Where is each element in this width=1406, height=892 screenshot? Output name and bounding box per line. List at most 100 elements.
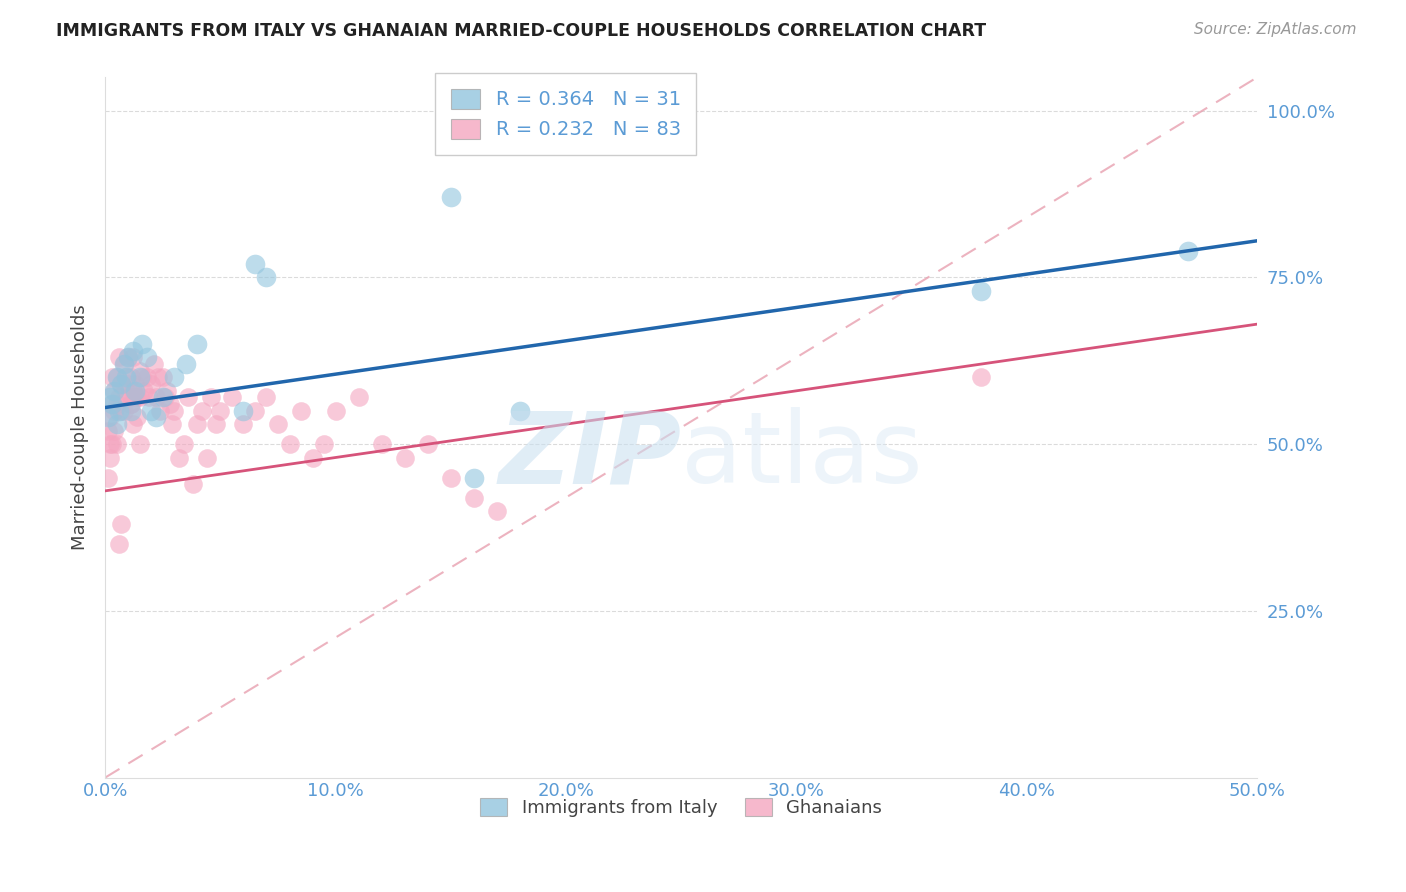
- Text: Source: ZipAtlas.com: Source: ZipAtlas.com: [1194, 22, 1357, 37]
- Point: [200, 391, 222, 405]
- Point: [128, 364, 150, 378]
- Point: [509, 404, 531, 418]
- Point: [416, 437, 439, 451]
- Point: [148, 370, 170, 384]
- Point: [135, 370, 157, 384]
- Point: [131, 370, 153, 384]
- Legend: Immigrants from Italy, Ghanaians: Immigrants from Italy, Ghanaians: [472, 790, 889, 824]
- Point: [117, 391, 139, 405]
- Point: [243, 404, 266, 418]
- Point: [101, 397, 124, 411]
- Point: [145, 410, 167, 425]
- Point: [108, 391, 131, 405]
- Point: [108, 537, 131, 551]
- Point: [96, 410, 118, 425]
- Point: [149, 404, 172, 418]
- Point: [120, 397, 142, 411]
- Point: [312, 437, 335, 451]
- Point: [105, 437, 128, 451]
- Point: [131, 337, 153, 351]
- Point: [440, 190, 463, 204]
- Point: [103, 384, 125, 398]
- Point: [98, 450, 121, 465]
- Point: [124, 391, 146, 405]
- Point: [347, 391, 370, 405]
- Point: [103, 384, 125, 398]
- Point: [128, 370, 150, 384]
- Point: [112, 404, 135, 418]
- Point: [124, 377, 146, 392]
- Point: [152, 370, 174, 384]
- Point: [195, 450, 218, 465]
- Point: [256, 270, 278, 285]
- Point: [121, 384, 143, 398]
- Point: [120, 370, 142, 384]
- Point: [103, 404, 125, 418]
- Point: [101, 397, 124, 411]
- Point: [173, 437, 195, 451]
- Point: [135, 351, 157, 365]
- Point: [108, 351, 131, 365]
- Point: [105, 370, 128, 384]
- Point: [440, 470, 463, 484]
- Point: [138, 391, 160, 405]
- Y-axis label: Married-couple Households: Married-couple Households: [72, 305, 89, 550]
- Point: [134, 384, 156, 398]
- Point: [1177, 244, 1199, 258]
- Point: [115, 370, 138, 384]
- Point: [98, 437, 121, 451]
- Point: [159, 397, 181, 411]
- Point: [232, 417, 254, 432]
- Point: [142, 357, 165, 371]
- Point: [370, 437, 392, 451]
- Point: [204, 417, 226, 432]
- Point: [301, 450, 323, 465]
- Point: [117, 351, 139, 365]
- Point: [153, 391, 176, 405]
- Point: [127, 391, 149, 405]
- Point: [105, 417, 128, 432]
- Point: [105, 370, 128, 384]
- Point: [152, 391, 174, 405]
- Point: [278, 437, 301, 451]
- Point: [121, 343, 143, 358]
- Point: [969, 370, 991, 384]
- Point: [145, 391, 167, 405]
- Text: ZIP: ZIP: [498, 407, 681, 504]
- Point: [186, 337, 208, 351]
- Point: [156, 384, 179, 398]
- Point: [120, 397, 142, 411]
- Point: [101, 437, 124, 451]
- Point: [103, 424, 125, 438]
- Point: [209, 404, 232, 418]
- Point: [128, 437, 150, 451]
- Point: [141, 404, 163, 418]
- Point: [177, 391, 200, 405]
- Point: [112, 357, 135, 371]
- Point: [127, 410, 149, 425]
- Point: [121, 351, 143, 365]
- Point: [96, 470, 118, 484]
- Point: [98, 391, 121, 405]
- Point: [110, 404, 132, 418]
- Point: [163, 370, 186, 384]
- Point: [115, 370, 138, 384]
- Point: [124, 384, 146, 398]
- Point: [221, 391, 243, 405]
- Text: atlas: atlas: [681, 407, 922, 504]
- Point: [117, 377, 139, 392]
- Point: [485, 504, 508, 518]
- Point: [181, 477, 204, 491]
- Point: [121, 417, 143, 432]
- Text: IMMIGRANTS FROM ITALY VS GHANAIAN MARRIED-COUPLE HOUSEHOLDS CORRELATION CHART: IMMIGRANTS FROM ITALY VS GHANAIAN MARRIE…: [56, 22, 987, 40]
- Point: [191, 404, 214, 418]
- Point: [186, 417, 208, 432]
- Point: [112, 357, 135, 371]
- Point: [115, 384, 138, 398]
- Point: [160, 417, 183, 432]
- Point: [117, 351, 139, 365]
- Point: [243, 257, 266, 271]
- Point: [463, 470, 485, 484]
- Point: [105, 397, 128, 411]
- Point: [267, 417, 290, 432]
